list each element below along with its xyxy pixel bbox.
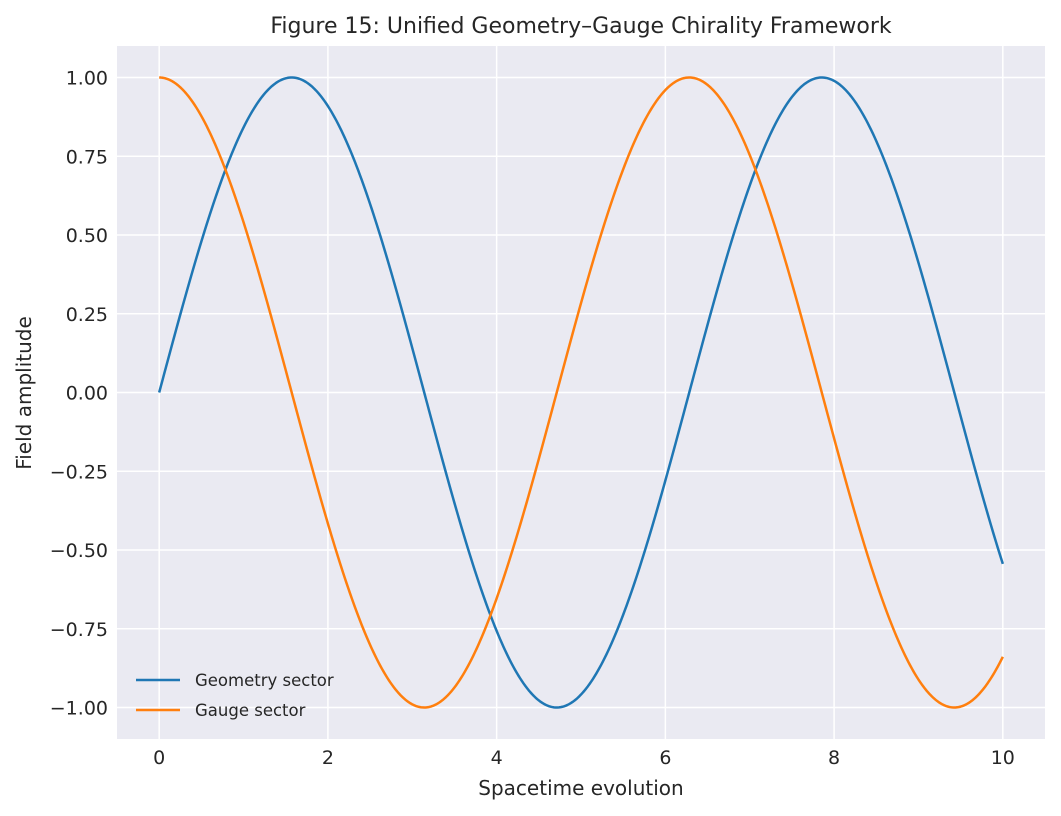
x-tick-label: 8 bbox=[828, 747, 840, 769]
y-tick-label: −0.50 bbox=[50, 540, 108, 562]
chart-title: Figure 15: Unified Geometry–Gauge Chiral… bbox=[270, 14, 892, 39]
series-line-geometry-sector bbox=[157, 76, 1005, 709]
x-axis-label: Spacetime evolution bbox=[478, 776, 683, 800]
y-axis-label: Field amplitude bbox=[12, 316, 36, 470]
y-tick-label: 0.75 bbox=[66, 146, 108, 168]
x-tick-labels: 0 2 4 6 8 10 bbox=[153, 747, 1015, 769]
y-tick-label: 1.00 bbox=[66, 68, 108, 90]
x-tick-label: 6 bbox=[659, 747, 671, 769]
legend-label-gauge-sector: Gauge sector bbox=[195, 701, 306, 720]
x-tick-label: 10 bbox=[991, 747, 1015, 769]
series-layer bbox=[157, 76, 1005, 709]
series-line-gauge-sector bbox=[159, 76, 1004, 709]
x-tick-label: 2 bbox=[322, 747, 334, 769]
y-tick-label: 0.00 bbox=[66, 383, 108, 405]
y-tick-label: −1.00 bbox=[50, 698, 108, 720]
legend: Geometry sector Gauge sector bbox=[136, 671, 334, 720]
legend-label-geometry-sector: Geometry sector bbox=[195, 671, 334, 690]
y-tick-label: 0.50 bbox=[66, 225, 108, 247]
y-tick-labels: 1.00 0.75 0.50 0.25 0.00 −0.25 −0.50 −0.75 −1.00 bbox=[50, 68, 108, 720]
grid-lines bbox=[117, 46, 1045, 739]
x-tick-label: 4 bbox=[491, 747, 503, 769]
x-tick-label: 0 bbox=[153, 747, 165, 769]
y-tick-label: 0.25 bbox=[66, 304, 108, 326]
y-tick-label: −0.75 bbox=[50, 619, 108, 641]
y-tick-label: −0.25 bbox=[50, 461, 108, 483]
